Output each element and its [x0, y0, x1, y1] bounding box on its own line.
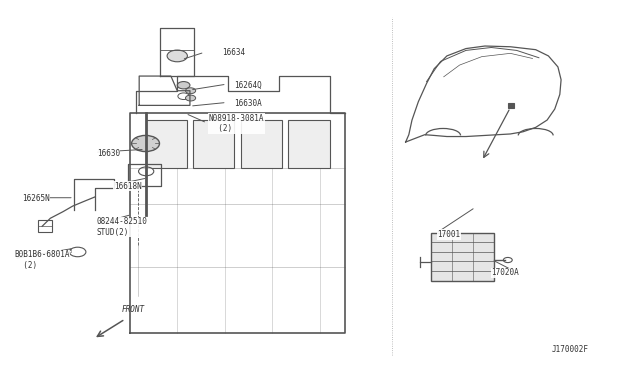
Circle shape	[178, 93, 189, 100]
Text: 16630: 16630	[97, 148, 120, 157]
Circle shape	[503, 257, 512, 263]
FancyBboxPatch shape	[431, 233, 495, 280]
Text: 16634: 16634	[221, 48, 244, 57]
Circle shape	[138, 167, 154, 176]
Bar	[193, 120, 234, 168]
Text: FRONT: FRONT	[122, 305, 145, 314]
Text: 16264Q: 16264Q	[234, 81, 262, 90]
Text: 16265N: 16265N	[22, 194, 49, 203]
Text: B: B	[69, 250, 72, 254]
Bar	[288, 120, 330, 168]
Circle shape	[177, 81, 190, 89]
Bar	[508, 103, 513, 108]
Text: J170002F: J170002F	[552, 344, 589, 353]
Text: 17001: 17001	[437, 230, 461, 239]
Circle shape	[167, 50, 188, 62]
Circle shape	[132, 135, 159, 151]
Text: 16618N: 16618N	[114, 182, 141, 190]
Circle shape	[69, 247, 86, 257]
Bar	[145, 120, 187, 168]
Circle shape	[186, 95, 196, 101]
Circle shape	[186, 88, 196, 94]
Text: 16630A: 16630A	[234, 99, 262, 108]
Text: B0B1B6-6801A
  (2): B0B1B6-6801A (2)	[14, 250, 70, 270]
Bar	[241, 120, 282, 168]
Text: 08244-82510
STUD(2): 08244-82510 STUD(2)	[97, 217, 148, 237]
Text: N08918-3081A
  (2): N08918-3081A (2)	[209, 114, 264, 134]
Text: 17020A: 17020A	[492, 268, 519, 278]
Bar	[38, 220, 52, 232]
